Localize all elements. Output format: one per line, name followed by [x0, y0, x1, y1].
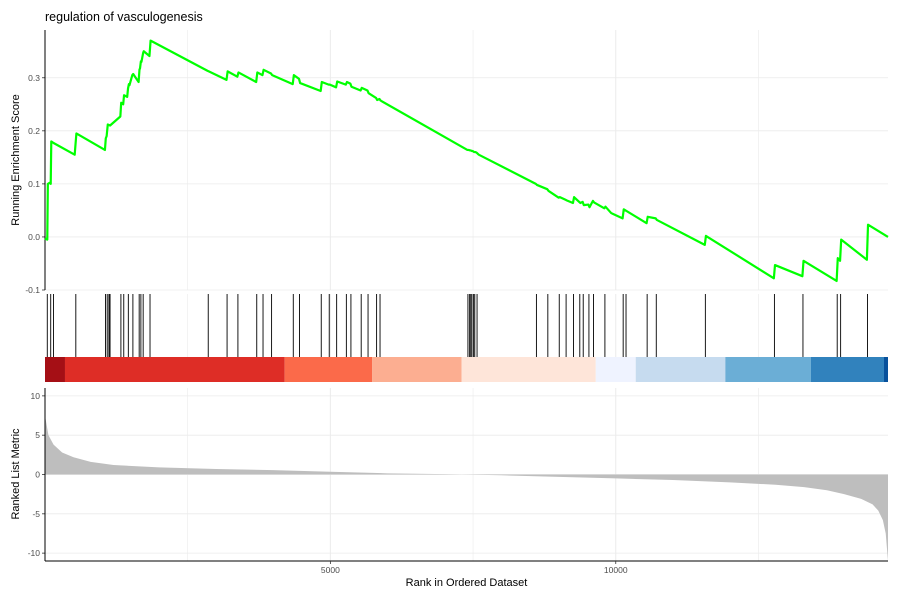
- y-tick-label: 0: [35, 470, 40, 480]
- color-band-segment: [64, 357, 285, 382]
- x-tick-label: 5000: [321, 565, 340, 575]
- y-tick-label: 0.0: [28, 232, 40, 242]
- ranked-metric-area: [45, 415, 888, 561]
- x-tick-label: 10000: [604, 565, 628, 575]
- y-tick-label: 5: [35, 430, 40, 440]
- color-band-segment: [725, 357, 811, 382]
- enrichment-panel: -0.1 0.0 0.1 0.2 0.3: [25, 30, 889, 295]
- y-tick-label: -0.1: [25, 285, 40, 295]
- ranked-panel: -10 -5 0 5 10 5000 10000: [28, 388, 888, 575]
- enrichment-gridlines: [45, 30, 888, 291]
- enrichment-y-axis-title: Running Enrichment Score: [10, 94, 22, 225]
- y-tick-label: -10: [28, 548, 41, 558]
- color-band-segment: [45, 357, 65, 382]
- color-band-segment: [884, 357, 888, 382]
- x-axis-ticks: 5000 10000: [321, 561, 628, 575]
- y-tick-label: 0.2: [28, 126, 40, 136]
- color-band-segment: [595, 357, 636, 382]
- y-tick-label: 0.3: [28, 73, 40, 83]
- color-band-segment: [635, 357, 726, 382]
- enrichment-score-line: [44, 39, 889, 283]
- y-tick-label: -5: [32, 509, 40, 519]
- x-axis-title: Rank in Ordered Dataset: [406, 577, 528, 589]
- color-band-segment: [461, 357, 596, 382]
- ranked-color-band: [45, 357, 888, 382]
- y-tick-label: 10: [31, 391, 41, 401]
- ranked-y-ticks: -10 -5 0 5 10: [28, 391, 45, 558]
- gene-hit-marks: [46, 294, 868, 357]
- color-band-segment: [284, 357, 373, 382]
- chart-title: regulation of vasculogenesis: [45, 10, 203, 24]
- enrichment-y-ticks: -0.1 0.0 0.1 0.2 0.3: [25, 73, 45, 295]
- color-band-segment: [372, 357, 462, 382]
- hits-panel: [45, 294, 888, 382]
- y-tick-label: 0.1: [28, 179, 40, 189]
- color-band-segment: [810, 357, 885, 382]
- ranked-y-axis-title: Ranked List Metric: [10, 428, 22, 520]
